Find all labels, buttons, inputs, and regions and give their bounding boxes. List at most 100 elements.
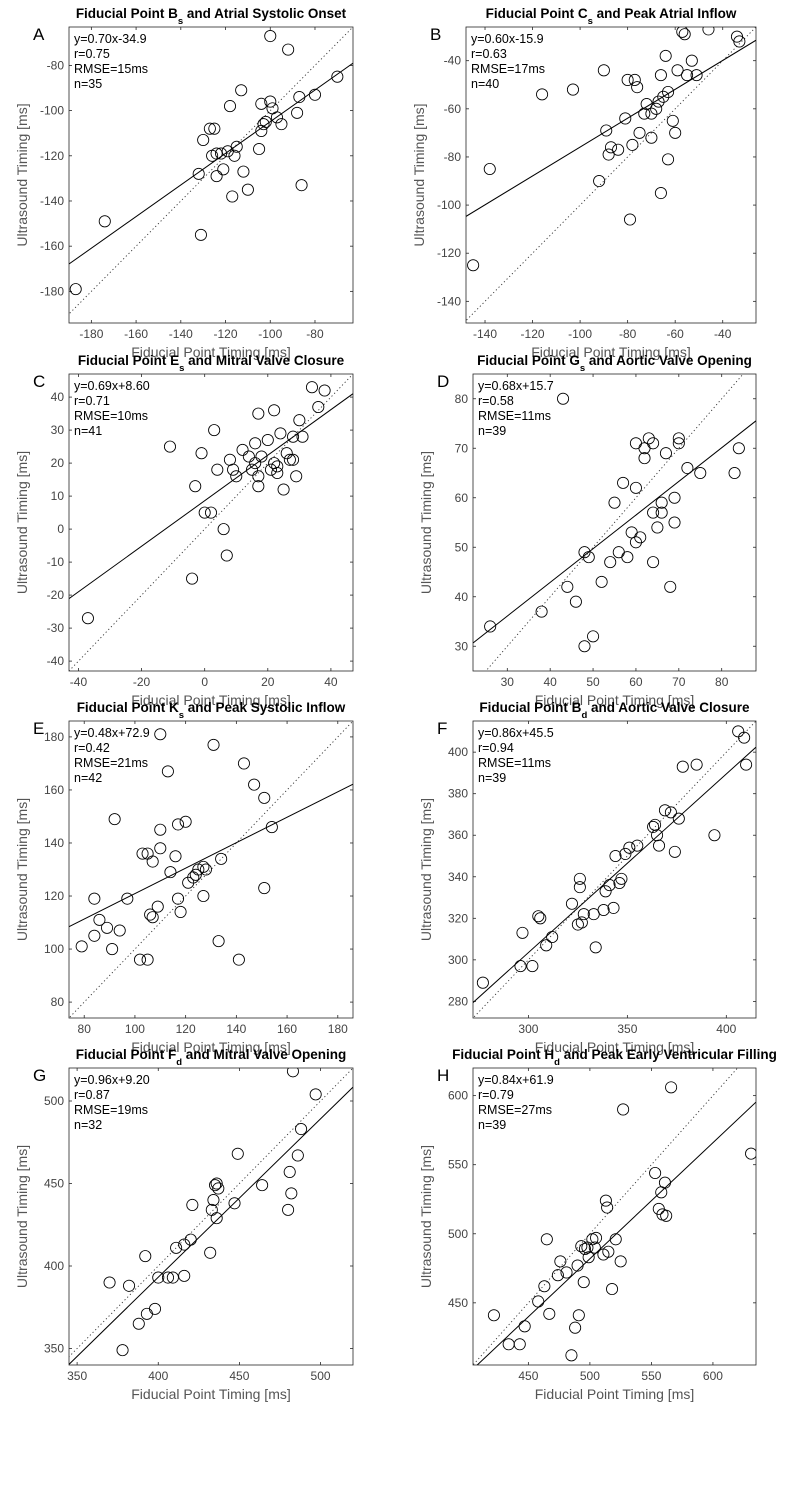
data-point (210, 170, 223, 183)
data-point (575, 916, 588, 929)
y-tick-label: 400 (44, 1259, 64, 1273)
x-tick-label: 60 (629, 675, 643, 689)
y-tick-label: -20 (47, 588, 65, 602)
data-point (208, 122, 221, 135)
x-tick-label: 40 (324, 675, 338, 689)
stats-line: RMSE=21ms (74, 756, 148, 770)
stats-line: RMSE=17ms (471, 62, 545, 76)
data-point (604, 556, 617, 569)
y-axis-label: Ultrasound Timing [ms] (411, 103, 427, 246)
x-tick-label: -80 (306, 327, 324, 341)
data-point (609, 1233, 622, 1246)
data-point (108, 813, 121, 826)
panel-e: 80 100 120 140 160 180 80 100 120 140 160 180 y=0.48… (14, 700, 354, 1055)
data-point (312, 400, 325, 414)
data-point (207, 738, 220, 751)
stats-line: y=0.96x+9.20 (74, 1073, 150, 1087)
data-point (248, 778, 261, 791)
panel-label: C (33, 372, 45, 391)
identity-line (485, 374, 744, 671)
x-tick-label: 160 (277, 1022, 297, 1036)
data-point (649, 818, 662, 831)
data-point (231, 1147, 244, 1160)
data-point (626, 138, 639, 151)
data-point (578, 546, 591, 559)
stats-line: n=32 (74, 1118, 102, 1132)
data-point (655, 496, 668, 509)
data-point (595, 575, 608, 588)
panel-label: F (437, 719, 447, 738)
data-point (681, 462, 694, 475)
panel-g: 350 400 450 500 350 400 450 500 y=0.96x+9.20r=0.… (14, 1047, 354, 1402)
data-point (186, 1198, 199, 1211)
data-point (604, 141, 618, 154)
regression-line (69, 62, 353, 265)
data-point (274, 427, 287, 440)
y-tick-label: 450 (44, 1177, 64, 1191)
data-point (132, 1317, 145, 1330)
panel-b: -140 -120 -100 -80 -60 -40 -140 -120 -100 -80 -60 -… (411, 6, 757, 360)
data-point (161, 765, 174, 778)
data-point (257, 118, 270, 131)
data-point (81, 612, 94, 625)
data-point (651, 521, 664, 534)
data-point (546, 930, 559, 944)
data-point (573, 872, 586, 885)
data-point (665, 1081, 678, 1094)
stats-line: r=0.87 (74, 1088, 110, 1102)
data-point (657, 90, 670, 103)
data-point (331, 70, 344, 83)
data-point (232, 953, 245, 966)
stats-line: RMSE=15ms (74, 62, 148, 76)
data-point (619, 847, 632, 860)
x-tick-label: -140 (473, 327, 497, 341)
stats-line: r=0.75 (74, 47, 110, 61)
y-tick-label: -10 (47, 555, 65, 569)
regression-line (69, 393, 353, 600)
data-point (264, 30, 277, 43)
y-tick-label: -100 (437, 198, 461, 212)
stats-line: RMSE=27ms (478, 1103, 552, 1117)
data-point (258, 882, 271, 895)
y-tick-label: -60 (444, 102, 462, 116)
data-point (245, 463, 259, 476)
axes-box (465, 26, 757, 324)
y-tick-label: 70 (455, 441, 469, 455)
data-point (121, 892, 134, 905)
data-point (154, 823, 167, 836)
x-tick-label: 140 (226, 1022, 246, 1036)
data-point (161, 1271, 175, 1284)
data-point (587, 630, 600, 643)
data-point (228, 1197, 241, 1210)
data-point (617, 476, 630, 489)
stats-line: y=0.68x+15.7 (478, 379, 554, 393)
x-tick-label: -40 (714, 327, 732, 341)
data-point (484, 620, 497, 633)
stats-line: r=0.79 (478, 1088, 514, 1102)
data-point (690, 758, 703, 771)
data-point (629, 536, 642, 549)
axes-box (472, 373, 757, 672)
y-tick-label: 40 (455, 590, 469, 604)
data-point (208, 424, 221, 437)
data-point (467, 259, 480, 272)
stats-line: r=0.94 (478, 741, 514, 755)
x-tick-label: -140 (169, 327, 193, 341)
y-tick-label: -120 (40, 149, 64, 163)
identity-line (69, 721, 353, 1018)
data-point (565, 897, 578, 910)
data-point (671, 64, 684, 77)
x-axis-label: Fiducial Point Timing [ms] (131, 1386, 291, 1402)
data-point (212, 1182, 225, 1195)
regression-line (69, 783, 353, 928)
x-tick-label: -80 (619, 327, 637, 341)
panel-title: Fiducial Point Ks and Peak Systolic Infl… (77, 700, 346, 721)
y-axis-label: Ultrasound Timing [ms] (14, 798, 30, 941)
data-point (291, 106, 304, 119)
data-point (280, 447, 293, 460)
data-point (197, 133, 210, 147)
data-point (270, 111, 283, 124)
regression-line (476, 1101, 756, 1365)
data-point (476, 976, 489, 989)
stats-line: n=41 (74, 424, 102, 438)
